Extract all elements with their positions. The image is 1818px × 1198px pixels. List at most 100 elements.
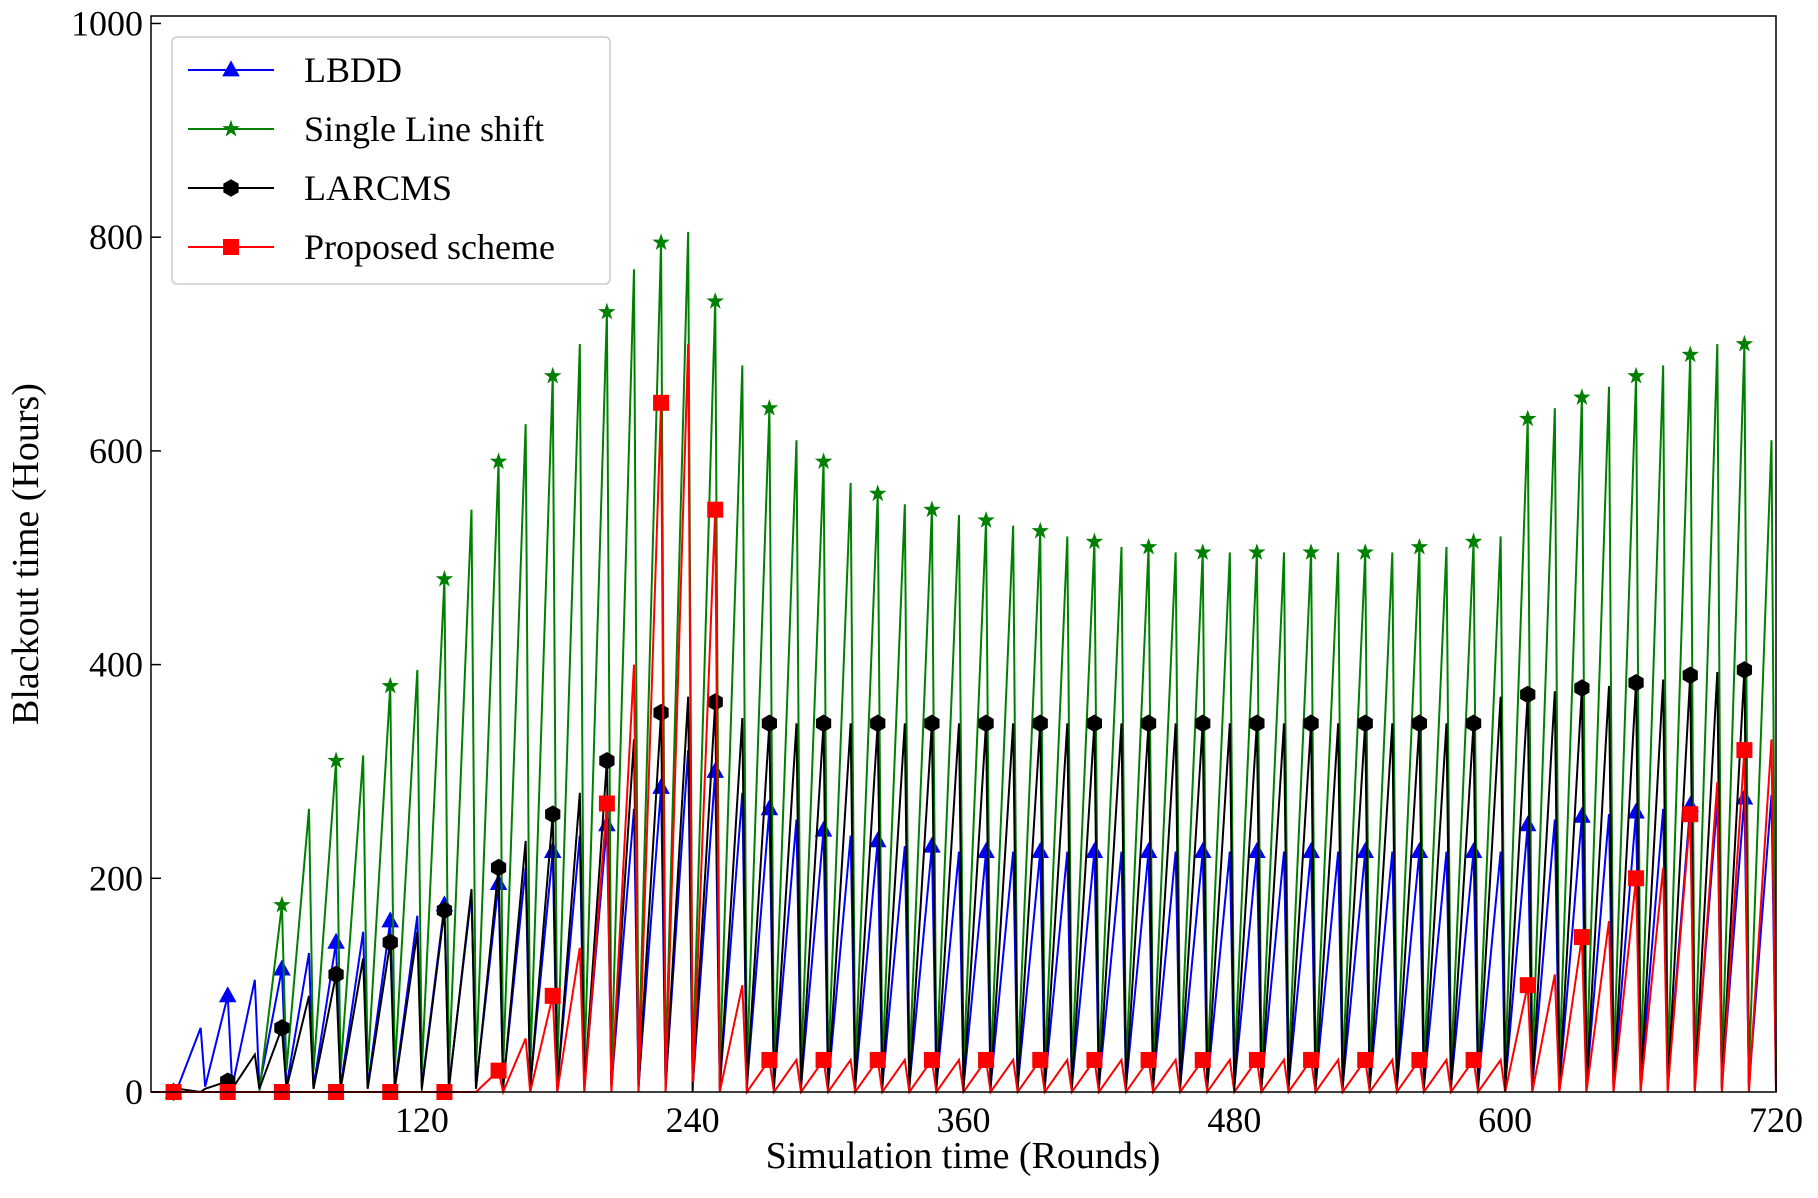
marker [1573,929,1590,946]
marker [923,500,941,518]
marker [977,841,995,858]
marker [978,714,994,733]
series-line [151,669,1750,1094]
marker [1573,388,1591,405]
marker [978,1051,995,1068]
marker [1627,802,1645,819]
marker [327,751,345,769]
marker [1464,841,1483,858]
marker [1573,806,1591,823]
marker [706,292,724,309]
marker [1140,714,1157,733]
y-tick-label: 0 [125,1072,143,1112]
marker [381,911,400,928]
marker [327,932,345,949]
marker [1682,666,1698,685]
marker [868,484,887,502]
marker [652,233,670,250]
marker [1574,679,1590,697]
marker [1357,1051,1374,1068]
marker [1302,841,1320,858]
marker [1410,841,1429,858]
marker [1031,521,1049,539]
marker [1086,1051,1103,1068]
marker [545,805,561,823]
marker [223,239,239,255]
marker [598,302,616,320]
x-tick-label: 480 [1207,1100,1261,1140]
marker [814,820,833,837]
marker [1736,742,1753,759]
marker [815,1051,832,1068]
marker [1032,1051,1049,1068]
marker [1248,1051,1265,1068]
marker [490,858,507,877]
marker [1520,685,1536,704]
marker [1410,537,1429,555]
marker [1465,714,1482,733]
marker [761,714,778,733]
marker [1248,543,1266,560]
marker [1736,661,1753,679]
marker [436,901,453,920]
marker [815,714,832,733]
marker [1519,977,1536,994]
marker [1248,841,1266,858]
marker [381,676,399,694]
legend-box [171,36,611,285]
legend-label: LBDD [304,50,402,90]
marker [1249,714,1265,733]
marker [1303,1051,1320,1068]
marker [1518,815,1537,832]
y-tick-label: 400 [89,645,143,685]
marker [707,693,723,711]
marker [923,1051,940,1068]
marker [868,831,887,848]
legend-label: LARCMS [304,168,452,208]
marker [1356,543,1374,560]
marker [653,394,670,411]
marker [273,959,291,976]
marker [218,986,237,1003]
marker [273,895,291,913]
x-tick-label: 720 [1749,1100,1803,1140]
marker [1357,714,1373,733]
marker [870,714,886,733]
marker [598,795,615,812]
marker [1194,1051,1211,1068]
marker [1139,841,1158,858]
marker [1681,345,1699,363]
marker [223,179,239,197]
x-axis-label: Simulation time (Rounds) [766,1135,1161,1177]
marker [924,714,940,733]
marker [1735,334,1754,352]
y-tick-label: 200 [89,858,143,898]
marker [222,119,240,137]
x-tick-label: 120 [395,1100,449,1140]
marker [1140,1051,1157,1068]
marker [1032,714,1048,733]
marker [923,836,941,853]
marker [1356,841,1375,858]
marker [489,452,508,470]
marker [1086,714,1103,733]
plot-area [151,231,1777,1101]
marker [1627,366,1645,384]
marker [544,987,561,1004]
y-tick-label: 800 [89,217,143,257]
marker [977,511,995,528]
legend-label: Proposed scheme [304,227,555,267]
marker [543,366,562,384]
marker [1518,409,1537,427]
marker [435,569,454,587]
y-tick-label: 600 [89,431,143,471]
marker [1193,543,1212,560]
marker [1085,532,1104,550]
marker [1031,841,1050,858]
marker [599,751,615,770]
marker [382,933,398,952]
series-line [151,231,1777,1093]
marker [1303,714,1319,733]
legend: LBDD Single Line shift LARCMS Proposed sche… [171,36,611,285]
